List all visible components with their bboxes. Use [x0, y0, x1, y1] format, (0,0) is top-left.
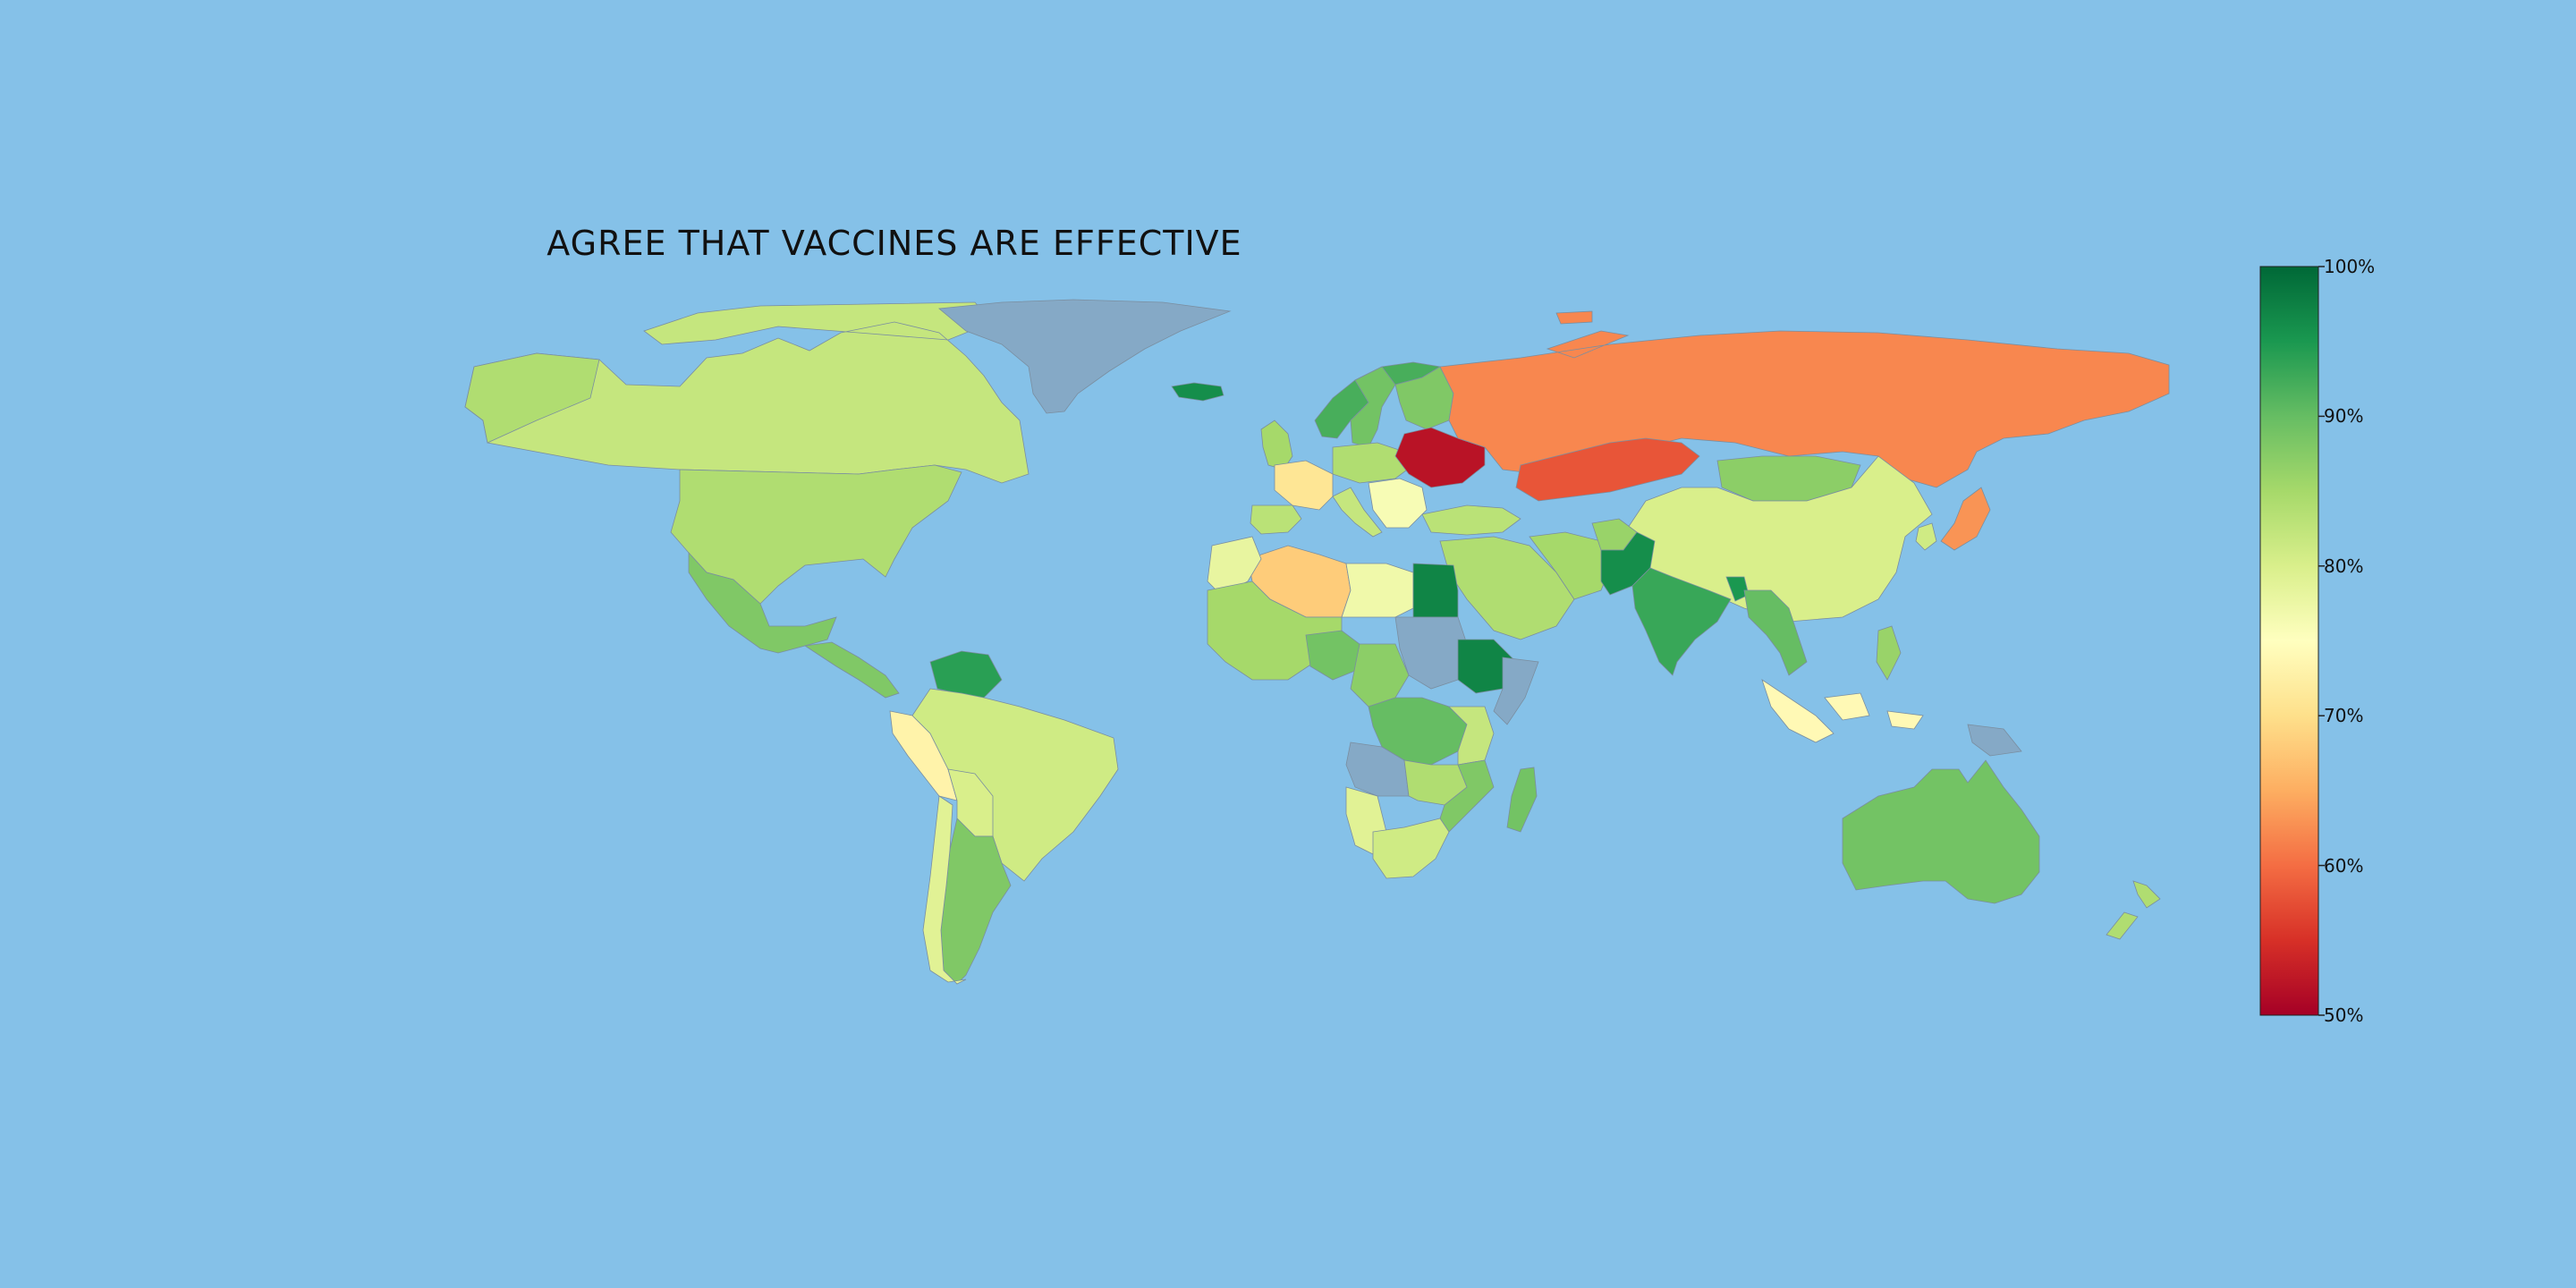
colorbar-tick-label: 80%: [2324, 555, 2364, 577]
regions-layer: [464, 299, 2170, 985]
colorbar-tick-label: 100%: [2324, 256, 2376, 277]
region-india: [1631, 567, 1732, 676]
colorbar-ticks: [2318, 266, 2325, 1016]
region-iceland: [1171, 382, 1224, 402]
region-japan: [1940, 487, 1991, 551]
region-papua-new-guinea: [1967, 724, 2022, 757]
region-brazil: [911, 688, 1119, 882]
region-korea: [1915, 522, 1937, 551]
region-venezuela: [929, 650, 1003, 699]
region-new-zealand: [2106, 880, 2161, 940]
region-nigeria: [1305, 630, 1360, 681]
colorbar-tick-label: 90%: [2324, 405, 2364, 428]
region-south-africa: [1372, 818, 1450, 879]
region-middle-east: [1439, 536, 1575, 640]
region-canada: [464, 301, 1030, 484]
region-somalia: [1493, 657, 1539, 725]
colorbar-tick-label: 70%: [2324, 705, 2364, 727]
region-morocco: [1207, 536, 1262, 596]
region-libya: [1341, 563, 1414, 618]
map-title: AGREE THAT VACCINES ARE EFFECTIVE: [0, 224, 2576, 263]
colorbar: [2259, 266, 2319, 1016]
region-chile: [922, 795, 967, 985]
region-mexico: [688, 551, 837, 654]
region-france: [1274, 460, 1334, 511]
region-spain: [1250, 504, 1302, 535]
region-kazakhstan: [1515, 437, 1700, 502]
region-ukraine: [1394, 427, 1486, 488]
region-united-kingdom: [1260, 419, 1293, 470]
colorbar-tick-label: 50%: [2324, 1004, 2364, 1026]
region-sweden: [1350, 366, 1396, 448]
region-italy: [1332, 487, 1383, 538]
region-indonesia: [1761, 679, 1924, 743]
region-egypt: [1412, 563, 1459, 618]
map-title-text: AGREE THAT VACCINES ARE EFFECTIVE: [547, 224, 1242, 263]
region-central-europe: [1332, 442, 1414, 484]
region-madagascar: [1506, 767, 1538, 833]
region-philippines: [1876, 625, 1902, 681]
region-southeast-asia: [1743, 589, 1808, 676]
region-balkans: [1368, 478, 1428, 529]
colorbar-tick-label: 60%: [2324, 854, 2364, 877]
region-greenland: [938, 299, 1232, 414]
region-central-america: [803, 641, 900, 699]
region-central-africa: [1350, 643, 1410, 708]
region-australia: [1842, 759, 2040, 904]
region-sudan: [1394, 616, 1468, 690]
region-turkey: [1421, 504, 1521, 536]
region-angola: [1345, 741, 1410, 797]
